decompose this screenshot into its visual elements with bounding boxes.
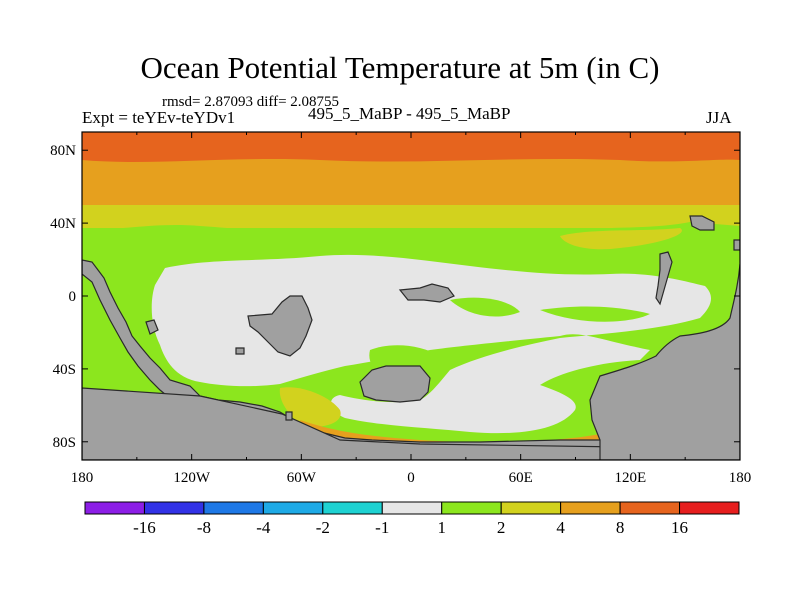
landmass-equatorial-island [398,283,455,303]
contour-patch-north-pacific [560,228,682,250]
x-tick-label: 0 [407,470,415,486]
field-patch-indian [540,306,650,322]
chart-title: Ocean Potential Temperature at 5m (in C) [140,50,660,85]
landmass-small-2 [235,347,245,355]
colorbar-swatch [262,501,324,515]
band-north-temperate [82,205,740,228]
colorbar-label: -4 [256,518,271,537]
colorbar-label: 2 [497,518,506,537]
landmass-north-island [689,215,715,231]
colorbar-label: -16 [133,518,156,537]
colorbar-label: 16 [671,518,688,537]
colorbar-label: -8 [197,518,211,537]
colorbar-swatch [203,501,264,515]
contour-edge-north [82,158,740,170]
x-tick-label: 180 [729,470,752,486]
landmass-small-1 [145,319,159,335]
colorbar-label: -2 [316,518,330,537]
colorbar-swatch [679,501,740,515]
map-plot-area [82,132,740,460]
colorbar-swatch [560,501,621,515]
season-label: JJA [706,108,732,127]
colorbar-swatch [143,501,205,515]
comparison-label: 495_5_MaBP - 495_5_MaBP [308,104,511,123]
field-patch-equatorial [450,297,520,317]
y-tick-label: 40S [53,362,76,378]
colorbar-swatch [441,501,502,515]
colorbar-swatch [619,501,681,515]
colorbar: -16 -8 -4 -2 -1 1 2 4 8 16 [84,501,740,537]
landmass-antarctica [82,387,740,460]
colorbar-swatch [500,501,562,515]
colorbar-label: 8 [616,518,625,537]
x-tick-label: 60W [287,470,317,486]
landmass-sliver [655,251,673,306]
y-tick-label: 0 [69,289,77,305]
stats-label: rmsd= 2.87093 diff= 2.08755 [162,94,340,110]
colorbar-label: 4 [556,518,565,537]
field-band-antarctic-margin [300,420,604,446]
x-tick-label: 60E [509,470,533,486]
colorbar-label: -1 [375,518,389,537]
x-tick-label: 120W [173,470,211,486]
x-tick-label: 120E [614,470,646,486]
y-tick-label: 40N [50,216,76,232]
y-tick-label: 80S [53,435,76,451]
colorbar-label: 1 [437,518,446,537]
landmass-central [247,295,313,357]
field-patch-weddell [279,387,341,427]
landmass-small-3 [285,411,293,421]
colorbar-swatch [381,501,443,515]
map-axes: 180 120W 60W 0 60E 120E 180 80N 40N 0 40S 80S [50,131,752,486]
landmass-small-4 [733,239,740,251]
colorbar-swatch [84,501,145,515]
colorbar-swatch [322,501,383,515]
x-tick-label: 180 [71,470,94,486]
landmass-southern-continent [359,365,431,403]
experiment-label: Expt = teYEv-teYDv1 [82,108,236,127]
y-tick-label: 80N [50,143,76,159]
